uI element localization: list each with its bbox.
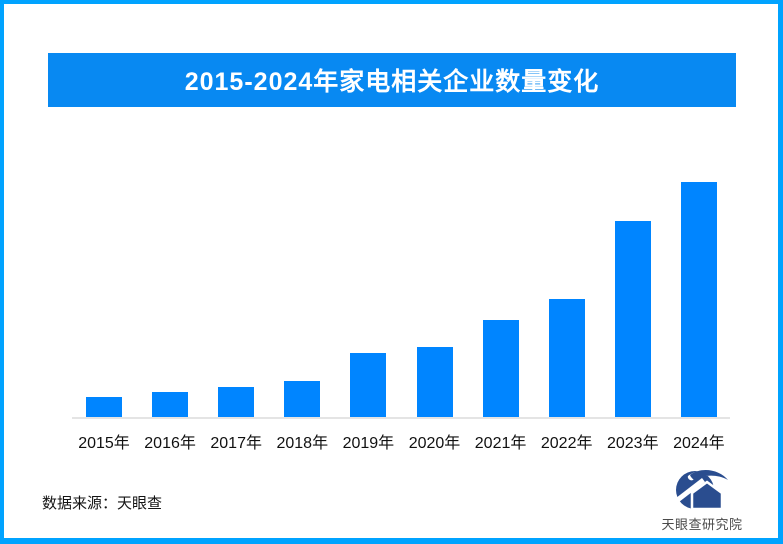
bar-2022年 (548, 299, 585, 417)
bar-2023年 (614, 221, 651, 417)
x-axis-label: 2024年 (673, 435, 725, 452)
bar-2024年 (680, 182, 717, 417)
bar-2015年 (86, 397, 122, 417)
chart-title: 2015-2024年家电相关企业数量变化 (184, 68, 600, 96)
x-axis-label: 2018年 (276, 435, 329, 452)
x-axis-label: 2016年 (144, 435, 196, 452)
chart-title-banner: 2015-2024年家电相关企业数量变化 (48, 53, 736, 107)
x-axis-label: 2020年 (408, 435, 461, 452)
x-axis-label: 2017年 (210, 435, 262, 452)
bar-2016年 (152, 392, 189, 417)
bar-2017年 (218, 387, 255, 417)
x-axis-label: 2019年 (342, 435, 395, 452)
tianyancha-eye-icon (676, 469, 729, 511)
logo-text: 天眼查研究院 (661, 517, 743, 532)
x-axis-label: 2022年 (540, 435, 593, 452)
x-axis-label: 2021年 (474, 435, 527, 452)
data-source-note: 数据来源：天眼查 (42, 495, 163, 512)
tianyancha-logo: 天眼查研究院 (632, 468, 772, 533)
x-axis-label: 2023年 (606, 435, 659, 452)
bar-2020年 (416, 347, 453, 417)
x-axis-labels: 2015年 2016年 2017年 2018年 2019年 2020年 2021年 2022年… (72, 429, 730, 452)
x-axis-label: 2015年 (78, 435, 130, 452)
bar-2019年 (350, 353, 387, 417)
bar-2018年 (284, 381, 321, 417)
bar-chart-plot-area (72, 160, 730, 419)
bar-2021年 (482, 320, 519, 417)
